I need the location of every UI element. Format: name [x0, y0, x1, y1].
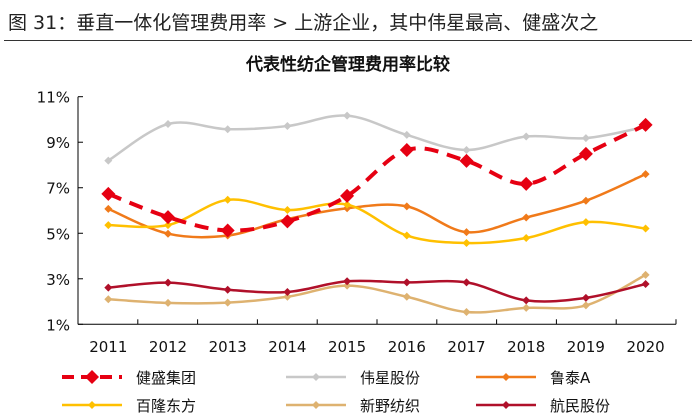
- series-line: [108, 198, 646, 245]
- data-point: [641, 280, 650, 289]
- data-point: [402, 231, 411, 240]
- data-point: [104, 295, 113, 304]
- data-point: [223, 195, 232, 204]
- data-point: [522, 303, 531, 312]
- legend-marker: [88, 401, 96, 409]
- data-point: [581, 218, 590, 227]
- legend-label: 健盛集团: [136, 369, 196, 387]
- data-point: [462, 308, 471, 317]
- series-line: [107, 114, 646, 162]
- y-tick-label: 1%: [46, 316, 70, 334]
- data-point: [223, 285, 232, 294]
- data-point: [581, 134, 590, 143]
- data-point: [402, 202, 411, 211]
- data-point: [399, 142, 414, 157]
- y-tick-label: 11%: [37, 89, 70, 107]
- chart-title: 代表性纺企管理费用率比较: [245, 54, 450, 75]
- data-point: [581, 196, 590, 205]
- data-point: [522, 296, 531, 305]
- title-rule: [4, 40, 692, 41]
- data-point: [164, 298, 172, 307]
- x-tick-label: 2020: [627, 338, 665, 356]
- figure-title: 图 31：垂直一体化管理费用率 > 上游企业，其中伟星最高、健盛次之: [8, 12, 599, 34]
- data-point: [459, 153, 474, 168]
- y-tick-label: 9%: [46, 134, 70, 152]
- legend-marker: [312, 401, 320, 409]
- data-point: [519, 176, 534, 191]
- data-point: [522, 234, 531, 243]
- data-point: [343, 200, 352, 209]
- x-tick-label: 2011: [89, 338, 127, 356]
- data-point: [104, 283, 113, 292]
- data-point: [462, 239, 471, 248]
- data-point: [522, 132, 531, 141]
- x-tick-label: 2014: [268, 338, 306, 356]
- x-tick-label: 2016: [388, 338, 426, 356]
- data-point: [164, 221, 172, 230]
- data-point: [462, 228, 471, 237]
- y-tick-label: 7%: [46, 180, 70, 198]
- data-point: [641, 224, 650, 233]
- data-point: [641, 270, 650, 279]
- data-point: [283, 206, 292, 215]
- legend-label: 伟星股份: [360, 369, 420, 387]
- data-point: [164, 120, 172, 129]
- x-tick-label: 2017: [447, 338, 485, 356]
- data-point: [402, 292, 411, 301]
- data-point: [283, 292, 292, 301]
- series-line: [107, 123, 647, 233]
- data-point: [343, 277, 352, 286]
- series-line: [108, 279, 646, 303]
- series-line: [107, 172, 647, 239]
- legend-marker: [312, 373, 320, 381]
- data-point: [343, 111, 352, 120]
- x-tick-label: 2015: [328, 338, 366, 356]
- data-point: [340, 188, 355, 203]
- data-point: [578, 146, 593, 161]
- data-point: [641, 170, 650, 179]
- data-point: [223, 298, 232, 307]
- data-point: [283, 122, 292, 131]
- data-point: [164, 278, 172, 287]
- data-point: [343, 281, 352, 290]
- data-point: [638, 117, 653, 132]
- data-point: [581, 293, 590, 302]
- data-point: [164, 229, 172, 238]
- data-point: [462, 145, 471, 154]
- data-point: [522, 213, 531, 222]
- data-point: [280, 214, 295, 229]
- data-point: [581, 301, 590, 310]
- data-point: [402, 278, 411, 287]
- data-point: [161, 210, 175, 225]
- data-point: [402, 130, 411, 139]
- data-point: [220, 223, 235, 238]
- x-tick-label: 2018: [507, 338, 545, 356]
- x-tick-label: 2013: [209, 338, 247, 356]
- legend-label: 鲁泰A: [550, 369, 591, 387]
- data-point: [223, 125, 232, 134]
- x-tick-label: 2012: [149, 338, 187, 356]
- legend-marker: [502, 401, 510, 409]
- x-tick-label: 2019: [567, 338, 605, 356]
- data-point: [462, 278, 471, 287]
- legend-label: 航民股份: [550, 397, 610, 415]
- y-tick-label: 3%: [46, 271, 70, 289]
- data-point: [104, 221, 113, 230]
- data-point: [104, 204, 113, 213]
- data-point: [101, 186, 116, 201]
- legend-marker: [502, 373, 510, 381]
- legend-marker: [85, 370, 99, 384]
- data-point: [283, 287, 292, 296]
- data-point: [104, 156, 113, 165]
- legend-label: 新野纺织: [360, 397, 420, 415]
- series-line: [108, 273, 647, 314]
- legend-label: 百隆东方: [136, 397, 196, 415]
- y-tick-label: 5%: [46, 225, 70, 243]
